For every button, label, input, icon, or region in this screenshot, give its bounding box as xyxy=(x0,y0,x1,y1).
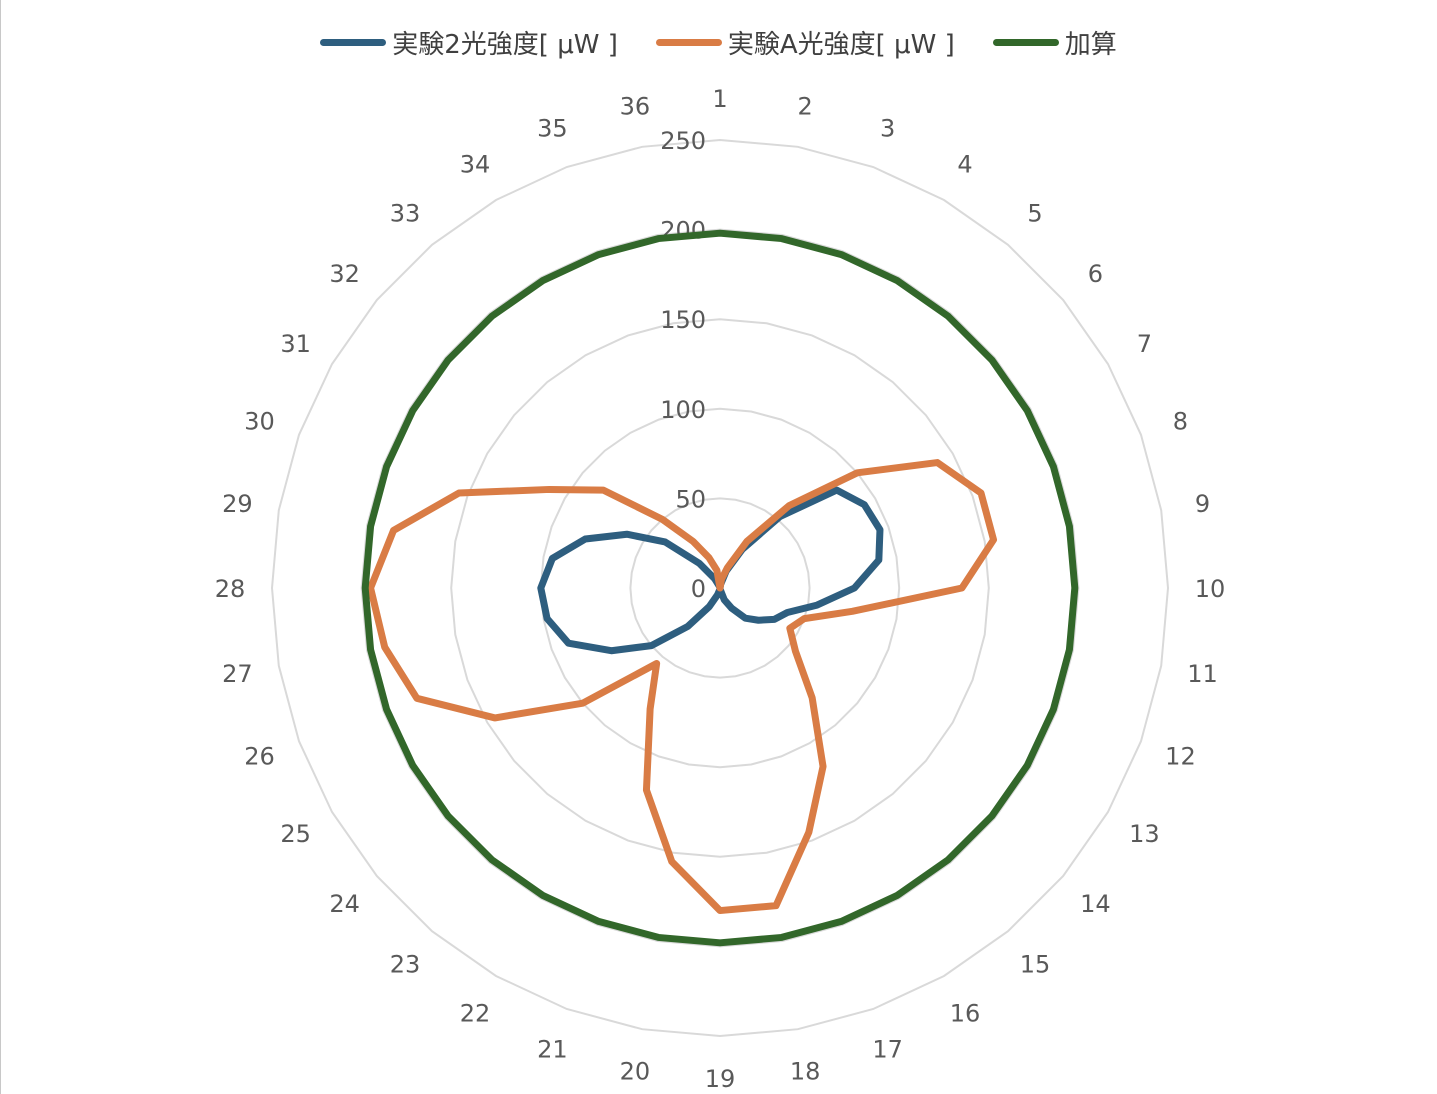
category-label-layer: 1 234567891011121314151617181920212223242… xyxy=(215,85,1226,1093)
legend-swatch-series-2 xyxy=(655,38,722,46)
category-label-30: 30 xyxy=(244,407,275,435)
category-label-25: 25 xyxy=(280,820,311,848)
legend-item-series-1: 実験2光強度[ μW ] xyxy=(320,24,618,61)
category-label-10: 10 xyxy=(1195,575,1226,603)
category-label-26: 26 xyxy=(244,743,275,771)
series-1 xyxy=(537,486,884,655)
legend-label-series-2: 実験A光強度[ μW ] xyxy=(727,29,955,60)
grid-ring-150 xyxy=(450,318,990,858)
category-label-31: 31 xyxy=(280,330,311,358)
category-label-8: 8 xyxy=(1173,407,1188,435)
category-label-36: 36 xyxy=(620,92,651,120)
series-layer xyxy=(361,229,1079,947)
legend-item-series-2: 実験A光強度[ μW ] xyxy=(655,24,955,61)
legend-swatch-series-1 xyxy=(320,38,387,46)
category-label-12: 12 xyxy=(1165,743,1196,771)
legend: 実験2光強度[ μW ] 実験A光強度[ μW ] 加算 xyxy=(0,22,1437,62)
legend-swatch-series-3 xyxy=(992,38,1059,46)
radial-tick-label-50: 50 xyxy=(675,485,706,513)
legend-label-series-1: 実験2光強度[ μW ] xyxy=(392,29,618,60)
category-label-18: 18 xyxy=(790,1058,821,1086)
category-label-34: 34 xyxy=(460,151,491,179)
grid-ring-200 xyxy=(360,228,1080,948)
category-label-17: 17 xyxy=(872,1035,903,1063)
category-label-33: 33 xyxy=(390,200,421,228)
category-label-20: 20 xyxy=(620,1058,651,1086)
category-label-28: 28 xyxy=(215,575,246,603)
series-line-2 xyxy=(367,459,998,915)
category-label-29: 29 xyxy=(222,490,253,518)
category-label-22: 22 xyxy=(460,999,491,1027)
category-label-1: 1 xyxy=(712,85,727,113)
grid-ring-100 xyxy=(539,407,901,769)
grid-ring-250 xyxy=(270,138,1170,1038)
category-label-24: 24 xyxy=(329,890,360,918)
category-label-3: 3 xyxy=(880,115,895,143)
category-label-32: 32 xyxy=(329,260,360,288)
category-label-15: 15 xyxy=(1020,950,1051,978)
category-label-5: 5 xyxy=(1027,200,1042,228)
category-label-19: 19 xyxy=(705,1065,736,1093)
category-label-13: 13 xyxy=(1129,820,1160,848)
radial-tick-label-150: 150 xyxy=(660,306,706,334)
category-label-16: 16 xyxy=(950,999,981,1027)
category-label-11: 11 xyxy=(1187,660,1218,688)
category-label-4: 4 xyxy=(957,151,972,179)
category-label-14: 14 xyxy=(1080,890,1111,918)
category-label-23: 23 xyxy=(390,950,421,978)
grid-ring-50 xyxy=(629,497,811,679)
category-label-6: 6 xyxy=(1088,260,1103,288)
radial-tick-label-0: 0 xyxy=(691,575,706,603)
series-2 xyxy=(367,459,998,915)
legend-label-series-3: 加算 xyxy=(1064,29,1117,60)
category-label-7: 7 xyxy=(1137,330,1152,358)
category-label-9: 9 xyxy=(1195,490,1210,518)
radial-tick-label-100: 100 xyxy=(660,396,706,424)
left-border xyxy=(0,0,1,1094)
category-label-35: 35 xyxy=(537,115,568,143)
legend-item-series-3: 加算 xyxy=(992,24,1117,61)
category-label-2: 2 xyxy=(797,92,812,120)
series-line-1 xyxy=(537,486,884,655)
category-label-27: 27 xyxy=(222,660,253,688)
radial-tick-label-250: 250 xyxy=(660,127,706,155)
series-3 xyxy=(361,229,1079,947)
grid-layer xyxy=(270,138,1170,1038)
category-label-21: 21 xyxy=(537,1035,568,1063)
